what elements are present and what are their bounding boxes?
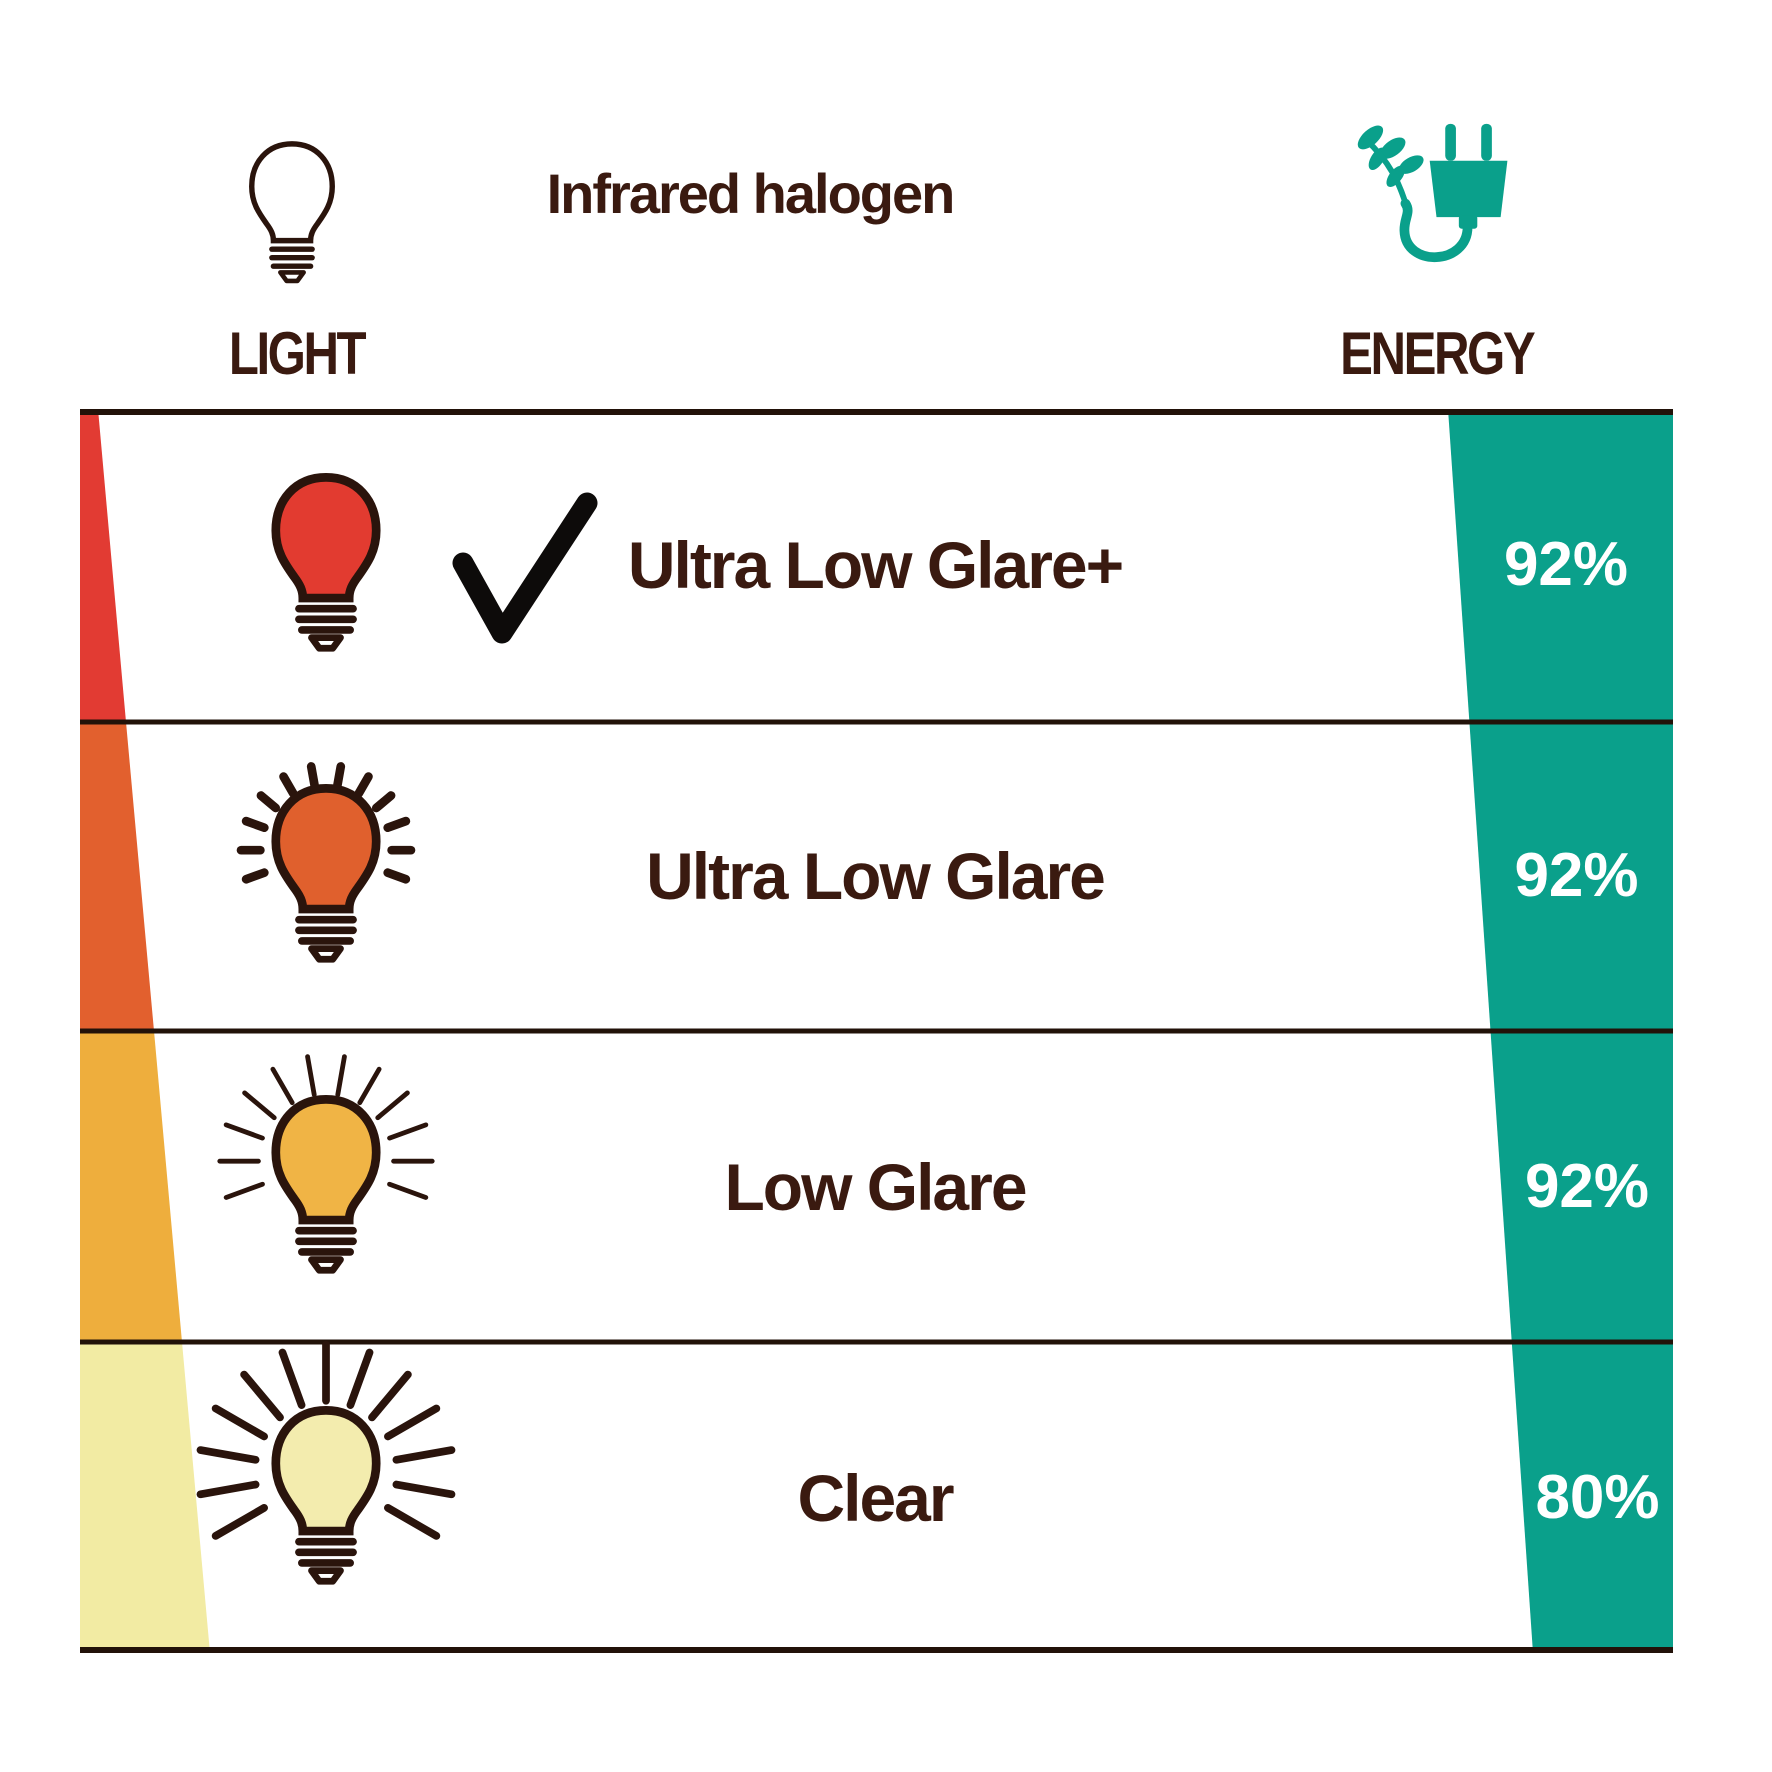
glare-wedge-segment-2 bbox=[80, 722, 154, 1031]
column-header-light: LIGHT bbox=[228, 319, 366, 387]
bulb-icon bbox=[271, 473, 381, 652]
row-label: Ultra Low Glare+ bbox=[627, 527, 1124, 602]
energy-percent: 92% bbox=[1514, 841, 1639, 910]
row-label: Low Glare bbox=[724, 1149, 1027, 1224]
bulb-icon bbox=[236, 762, 416, 963]
energy-percent: 92% bbox=[1503, 530, 1629, 599]
bulb-rays bbox=[236, 762, 416, 884]
glare-wedge-segment-1 bbox=[80, 409, 126, 722]
comparison-table-graphics bbox=[80, 409, 1673, 1653]
bulb-rays bbox=[196, 1340, 456, 1540]
energy-percent: 80% bbox=[1535, 1463, 1660, 1532]
bulb-outline-icon bbox=[249, 141, 335, 284]
page-title: Infrared halogen bbox=[546, 161, 956, 225]
checkmark-icon bbox=[452, 492, 598, 644]
glare-wedge-segment-3 bbox=[80, 1031, 182, 1342]
bulb-icon bbox=[217, 1054, 435, 1274]
bulb-rays bbox=[217, 1054, 435, 1200]
column-header-energy: ENERGY bbox=[1340, 319, 1535, 387]
glare-wedge-segment-4 bbox=[80, 1342, 210, 1653]
leaf-plug-icon bbox=[1357, 123, 1508, 263]
row-label: Clear bbox=[797, 1460, 954, 1535]
bulb-icon bbox=[196, 1340, 456, 1585]
row-label: Ultra Low Glare bbox=[646, 838, 1106, 913]
energy-percent: 92% bbox=[1524, 1152, 1650, 1221]
